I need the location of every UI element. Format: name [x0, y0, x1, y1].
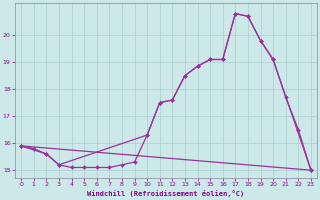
X-axis label: Windchill (Refroidissement éolien,°C): Windchill (Refroidissement éolien,°C) [87, 190, 245, 197]
